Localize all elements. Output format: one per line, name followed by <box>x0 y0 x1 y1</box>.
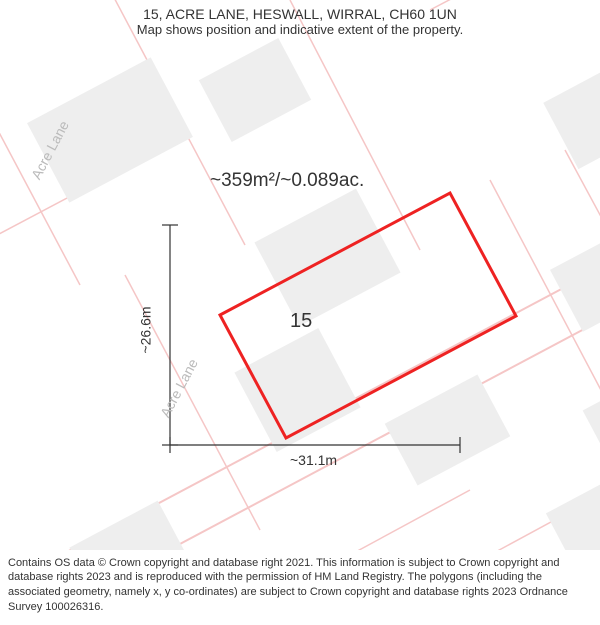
height-measurement: ~26.6m <box>138 306 154 353</box>
map-canvas <box>0 0 600 555</box>
map-header: 15, ACRE LANE, HESWALL, WIRRAL, CH60 1UN… <box>0 0 600 37</box>
copyright-footer: Contains OS data © Crown copyright and d… <box>0 550 600 625</box>
map-viewport: ~359m²/~0.089ac. ~26.6m ~31.1m 15 Acre L… <box>0 0 600 555</box>
plot-number: 15 <box>290 310 312 333</box>
width-measurement: ~31.1m <box>290 452 337 468</box>
property-address: 15, ACRE LANE, HESWALL, WIRRAL, CH60 1UN <box>0 6 600 22</box>
area-measurement: ~359m²/~0.089ac. <box>210 170 364 192</box>
map-subtitle: Map shows position and indicative extent… <box>0 22 600 37</box>
